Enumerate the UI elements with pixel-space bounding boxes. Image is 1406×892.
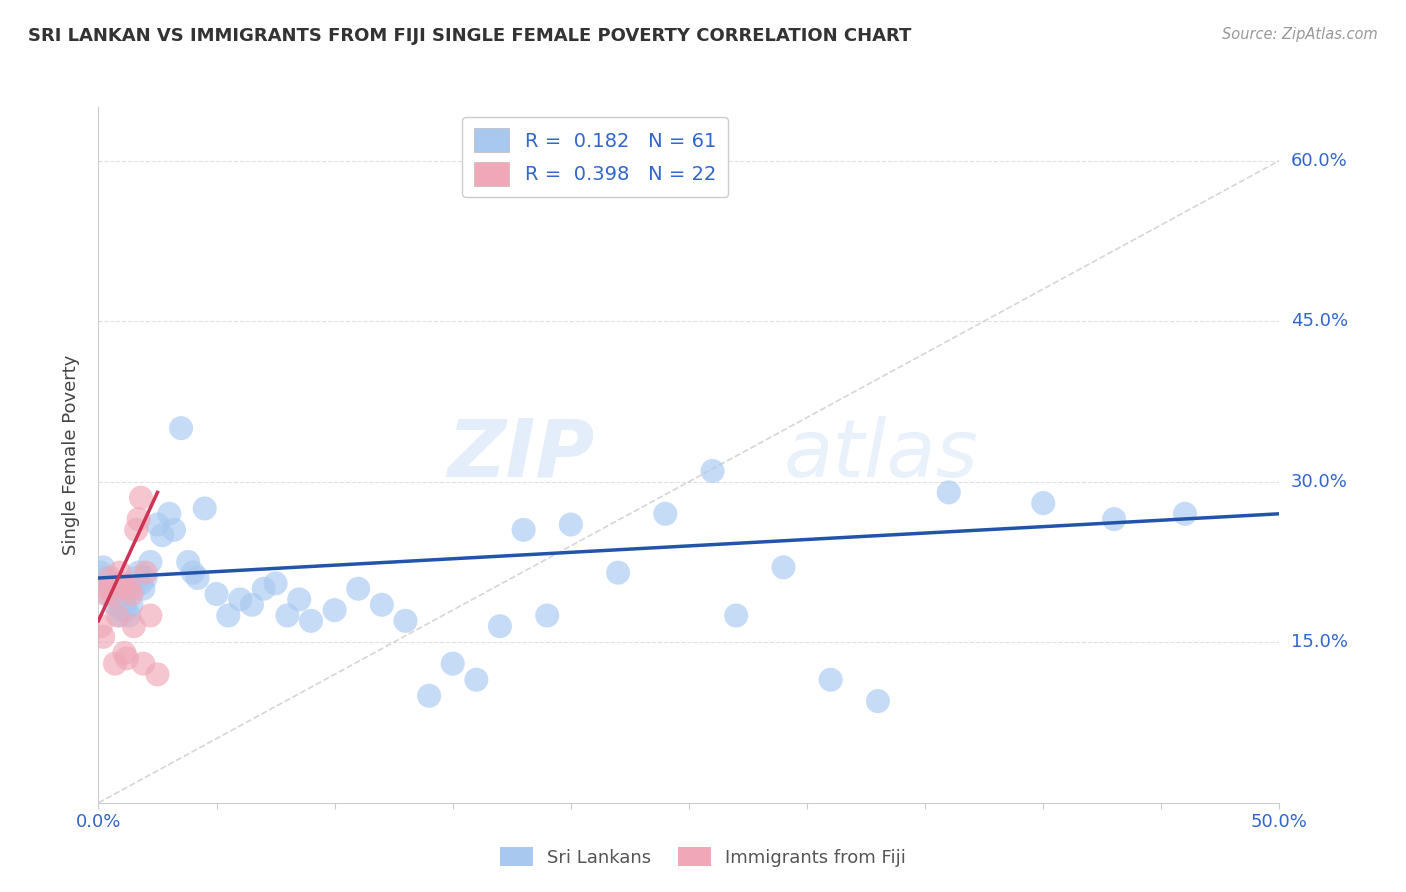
Point (101, 587, 124, 601)
Point (163, 523, 186, 537)
Text: ZIP: ZIP (447, 416, 595, 494)
Point (607, 566, 630, 580)
Point (98, 571, 121, 585)
Point (111, 603, 134, 617)
Point (139, 555, 162, 569)
Point (288, 592, 311, 607)
Point (125, 571, 148, 585)
Point (1102, 512, 1125, 526)
Point (772, 560, 794, 574)
Text: 45.0%: 45.0% (1291, 312, 1348, 330)
Text: 30.0%: 30.0% (1291, 473, 1347, 491)
Point (217, 608, 239, 623)
Point (264, 576, 287, 591)
Point (394, 614, 416, 628)
Point (125, 523, 148, 537)
Point (118, 582, 141, 596)
Text: atlas: atlas (783, 416, 979, 494)
Point (253, 582, 276, 596)
Point (90, 566, 112, 580)
Point (135, 571, 157, 585)
Point (111, 576, 134, 591)
Point (129, 576, 152, 591)
Legend: Sri Lankans, Immigrants from Fiji: Sri Lankans, Immigrants from Fiji (492, 840, 914, 874)
Point (187, 571, 209, 585)
Point (94, 587, 117, 601)
Point (512, 523, 534, 537)
Point (105, 592, 128, 607)
Point (146, 667, 169, 681)
Point (725, 608, 748, 623)
Point (104, 657, 127, 671)
Point (157, 507, 180, 521)
Point (150, 528, 173, 542)
Point (465, 673, 488, 687)
Point (97, 587, 120, 601)
Point (112, 598, 135, 612)
Point (323, 603, 346, 617)
Point (702, 464, 724, 478)
Point (108, 566, 131, 580)
Point (118, 608, 141, 623)
Point (347, 582, 370, 596)
Point (105, 608, 128, 623)
Point (122, 582, 145, 596)
Point (90, 619, 112, 633)
Point (132, 582, 155, 596)
Point (560, 517, 582, 532)
Point (205, 587, 228, 601)
Point (418, 689, 440, 703)
Point (128, 512, 150, 526)
Point (101, 582, 124, 596)
Point (108, 608, 131, 623)
Point (170, 421, 193, 435)
Point (240, 598, 263, 612)
Point (104, 598, 127, 612)
Point (938, 485, 960, 500)
Point (115, 651, 138, 665)
Text: 15.0%: 15.0% (1291, 633, 1347, 651)
Point (91, 560, 114, 574)
Y-axis label: Single Female Poverty: Single Female Poverty (62, 355, 80, 555)
Point (194, 501, 217, 516)
Point (229, 592, 252, 607)
Point (94, 571, 117, 585)
Point (128, 566, 150, 580)
Point (121, 598, 143, 612)
Legend: R =  0.182   N = 61, R =  0.398   N = 22: R = 0.182 N = 61, R = 0.398 N = 22 (463, 117, 728, 197)
Text: 60.0%: 60.0% (1291, 152, 1347, 169)
Point (139, 608, 162, 623)
Point (129, 491, 152, 505)
Point (98, 576, 121, 591)
Point (135, 566, 157, 580)
Point (177, 555, 200, 569)
Point (132, 657, 155, 671)
Point (115, 603, 138, 617)
Point (1032, 496, 1054, 510)
Point (536, 608, 558, 623)
Point (1174, 507, 1197, 521)
Point (441, 657, 464, 671)
Point (122, 619, 145, 633)
Point (371, 598, 394, 612)
Point (181, 566, 204, 580)
Point (112, 646, 135, 660)
Point (820, 673, 842, 687)
Point (276, 608, 298, 623)
Point (91, 630, 114, 644)
Point (299, 614, 322, 628)
Text: Source: ZipAtlas.com: Source: ZipAtlas.com (1222, 27, 1378, 42)
Text: SRI LANKAN VS IMMIGRANTS FROM FIJI SINGLE FEMALE POVERTY CORRELATION CHART: SRI LANKAN VS IMMIGRANTS FROM FIJI SINGL… (28, 27, 911, 45)
Point (97, 582, 120, 596)
Point (489, 619, 512, 633)
Point (146, 517, 169, 532)
Point (121, 587, 143, 601)
Point (654, 507, 676, 521)
Point (866, 694, 889, 708)
